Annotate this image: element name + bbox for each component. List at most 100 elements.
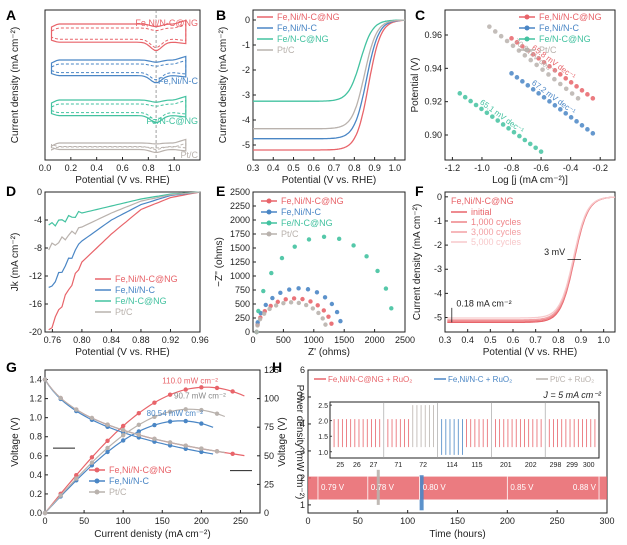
panel-g-ytick-label: 1.0 [29,413,42,423]
panel-d-ytick-label: -16 [29,299,42,309]
panel-e-point [281,300,286,306]
panel-h-legend-label: Fe,Ni/N-C@NG + RuO₂ [328,375,412,384]
panel-e-point [334,309,340,315]
panel-a-cv-dashed [51,59,187,81]
panel-h-xtick-label: 0 [305,516,310,526]
panel-e-point [336,236,342,242]
panel-c-xtick-label: -0.8 [504,163,520,173]
panel-e-point [278,290,283,296]
panel-h-inset-xtick-label: 115 [471,462,482,469]
panel-c-point [568,115,574,120]
panel-d-ytick-label: -12 [29,271,42,281]
panel-e-point [314,290,320,295]
panel-g-right-ytick-label: 25 [264,479,274,489]
panel-h-gap-label: 0.80 V [423,483,447,492]
panel-c-point [517,133,522,139]
panel-h: 0 50 100 150 200 250 300 1 2 3 4 5 6 Time (hours) Volt… [277,365,615,540]
panel-c-point [536,91,541,96]
panel-c-xtick-label: -1.0 [474,163,490,173]
panel-c-xlabel: Log [j (mA cm⁻²)] [492,175,568,186]
panel-c-point [473,102,479,108]
panel-h-band-blue [419,475,424,511]
panel-c-point [574,84,579,89]
panel-c-legend-label: Fe,Ni/N-C [539,23,579,33]
panel-b-ylabel: Current density (mA cm⁻²) [218,27,229,143]
panel-c-point [527,141,533,147]
panel-label-h: H [272,359,282,375]
panel-g-peak-label: 110.0 mW cm⁻² [162,377,218,386]
panel-c-point [590,96,596,101]
panel-c-point [530,87,536,92]
panel-c-point [568,80,574,85]
panel-f-legend-label: 3,000 cycles [471,227,522,237]
panel-c-legend-label: Fe/N-C@NG [539,34,591,44]
panel-f-ylabel: Current density (mA cm⁻²) [412,204,423,320]
panel-f-xtick-label: 0.3 [439,335,452,345]
panel-h-xtick-label: 250 [550,516,565,526]
panel-g-ytick-label: 0.2 [29,489,42,499]
panel-c-legend-marker [524,14,530,20]
panel-g-point [230,451,235,457]
panel-e-ytick-label: 2000 [230,215,250,225]
panel-b-ytick-label: 0 [245,15,250,25]
panel-c-ytick-label: 0.90 [424,130,442,140]
panel-e-point [310,306,316,311]
panel-c-point [563,76,569,81]
panel-g-right-ytick-label: 0 [264,508,269,518]
panel-h-ytick-label: 2 [300,473,305,483]
panel-c-point [546,72,551,77]
panel-e-point [261,288,266,294]
panel-c-ylabel: Potential (V) [410,57,421,112]
panel-g-power-curve [44,386,245,514]
panel-g-point [74,472,79,478]
panel-c-legend-label: Fe,Ni/N-C@NG [539,12,602,22]
panel-g-point [105,422,110,427]
panel-c-xtick-label: -0.2 [592,163,608,173]
panel-e-ytick-label: 2250 [230,201,250,211]
panel-a-xtick-label: 0.4 [90,163,103,173]
panel-e-point [308,299,313,304]
panel-h-xlabel: Time (hours) [429,529,485,540]
panel-e-xtick-label: 2000 [365,335,385,345]
panel-h-xtick-label: 300 [599,516,614,526]
panel-b-ytick-label: -5 [242,140,250,150]
panel-d-legend-label: Pt/C [115,307,133,317]
panel-g-point [120,438,126,443]
panel-c-point [563,86,569,92]
panel-h-current-label: J = 5 mA cm⁻² [542,390,602,400]
panel-f-shift-label: 3 mV [544,247,565,257]
panel-g-point [89,455,95,460]
panel-g-xtick-label: 100 [116,516,131,526]
panel-c-xtick-label: -0.6 [533,163,549,173]
panel-c-point [457,91,463,96]
panel-g-ylabel: Voltage (V) [10,417,21,466]
panel-c-point [575,96,581,101]
panel-d-xtick-label: 0.96 [191,335,209,345]
panel-c-point [533,145,538,151]
panel-a-xtick-label: 0.6 [116,163,129,173]
panel-c-point [579,88,585,93]
panel-b-xtick-label: 1.0 [389,163,402,173]
panel-g-right-ytick-label: 75 [264,422,274,432]
panel-a-series-label: Pt/C [180,150,198,160]
panel-b-xtick-label: 0.4 [267,163,280,173]
panel-e-point [263,302,268,308]
panel-e-point [321,234,327,240]
panel-d-ytick-label: -20 [29,327,42,337]
panel-h-inset-xtick-label: 71 [394,462,402,469]
panel-c-point [468,98,473,104]
panel-g-xtick-label: 250 [233,516,248,526]
panel-h-inset-ytick-label: 1.0 [318,450,328,457]
panel-c-point [585,92,590,97]
panel-g-point [183,387,188,392]
panel-d-xlabel: Potential (V vs. RHE) [75,347,169,358]
panel-h-inset-xtick-label: 202 [525,462,537,469]
panel-g-point [136,432,142,437]
panel-c-point [509,36,514,41]
panel-e-frame [252,191,406,333]
panel-g-legend-marker [94,478,100,484]
panel-g-ytick-label: 0.0 [29,508,42,518]
panel-h-ytick-label: 3 [300,446,305,456]
panel-b-ytick-label: -2 [242,65,250,75]
panel-g-legend-label: Fe,Ni/N-C [109,476,149,486]
